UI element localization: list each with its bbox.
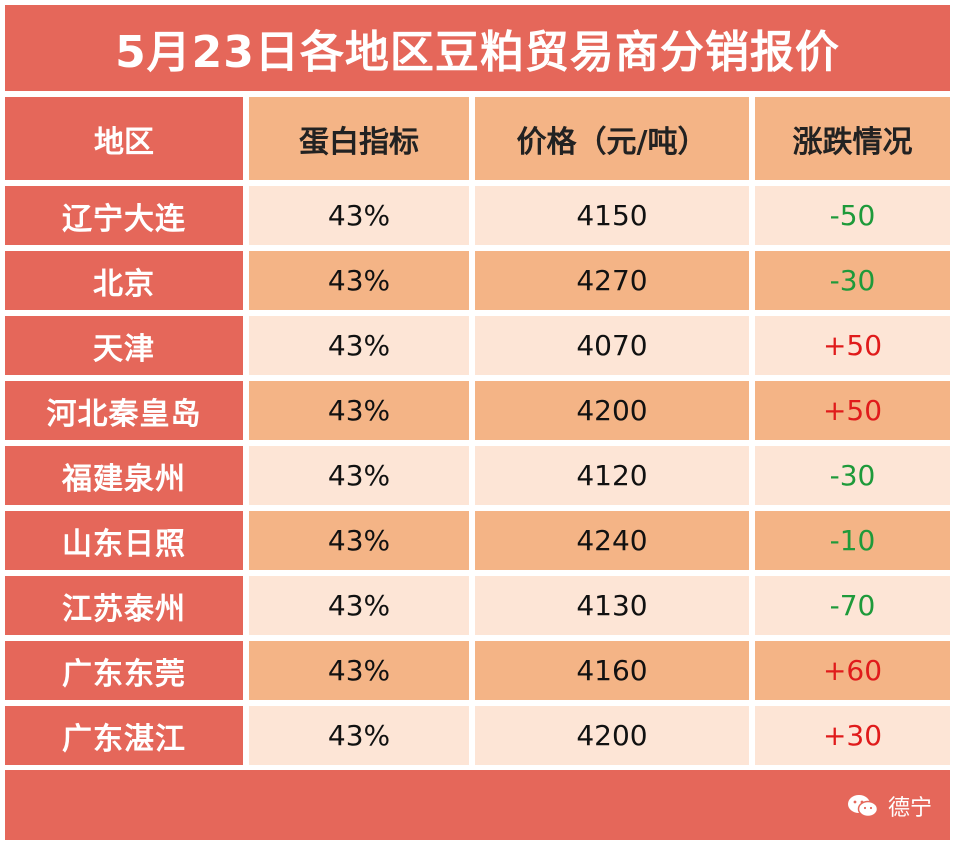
protein-cell: 43% bbox=[249, 381, 469, 440]
price-cell: 4130 bbox=[475, 576, 749, 635]
price-cell: 4160 bbox=[475, 641, 749, 700]
price-cell: 4070 bbox=[475, 316, 749, 375]
price-cell: 4120 bbox=[475, 446, 749, 505]
price-cell: 4240 bbox=[475, 511, 749, 570]
quote-table-card: 5月23日各地区豆粕贸易商分销报价 地区 蛋白指标 价格（元/吨） 涨跌情况 辽… bbox=[5, 5, 950, 840]
protein-cell: 43% bbox=[249, 511, 469, 570]
change-cell: +50 bbox=[755, 316, 950, 375]
change-cell: -10 bbox=[755, 511, 950, 570]
change-cell: -50 bbox=[755, 186, 950, 245]
brand-mark: 德宁 bbox=[846, 790, 932, 822]
protein-cell: 43% bbox=[249, 446, 469, 505]
protein-cell: 43% bbox=[249, 576, 469, 635]
region-cell: 江苏泰州 bbox=[5, 576, 243, 635]
price-cell: 4200 bbox=[475, 381, 749, 440]
region-cell: 河北秦皇岛 bbox=[5, 381, 243, 440]
header-region: 地区 bbox=[5, 97, 243, 180]
price-cell: 4200 bbox=[475, 706, 749, 765]
header-price: 价格（元/吨） bbox=[475, 97, 749, 180]
price-cell: 4150 bbox=[475, 186, 749, 245]
region-cell: 辽宁大连 bbox=[5, 186, 243, 245]
region-cell: 广东东莞 bbox=[5, 641, 243, 700]
region-cell: 山东日照 bbox=[5, 511, 243, 570]
footer-bar: 德宁 bbox=[5, 770, 950, 840]
protein-cell: 43% bbox=[249, 641, 469, 700]
protein-cell: 43% bbox=[249, 186, 469, 245]
region-cell: 福建泉州 bbox=[5, 446, 243, 505]
region-cell: 天津 bbox=[5, 316, 243, 375]
region-cell: 北京 bbox=[5, 251, 243, 310]
brand-name: 德宁 bbox=[887, 796, 932, 821]
page-title: 5月23日各地区豆粕贸易商分销报价 bbox=[5, 5, 950, 91]
protein-cell: 43% bbox=[249, 316, 469, 375]
protein-cell: 43% bbox=[249, 706, 469, 765]
wechat-icon bbox=[847, 795, 879, 818]
change-cell: -30 bbox=[755, 251, 950, 310]
protein-cell: 43% bbox=[249, 251, 469, 310]
price-table: 地区 蛋白指标 价格（元/吨） 涨跌情况 辽宁大连 43% 4150 -50 北京 43%… bbox=[5, 97, 950, 765]
change-cell: -30 bbox=[755, 446, 950, 505]
header-change: 涨跌情况 bbox=[755, 97, 950, 180]
change-cell: +50 bbox=[755, 381, 950, 440]
header-protein: 蛋白指标 bbox=[249, 97, 469, 180]
change-cell: -70 bbox=[755, 576, 950, 635]
region-cell: 广东湛江 bbox=[5, 706, 243, 765]
change-cell: +30 bbox=[755, 706, 950, 765]
price-cell: 4270 bbox=[475, 251, 749, 310]
change-cell: +60 bbox=[755, 641, 950, 700]
